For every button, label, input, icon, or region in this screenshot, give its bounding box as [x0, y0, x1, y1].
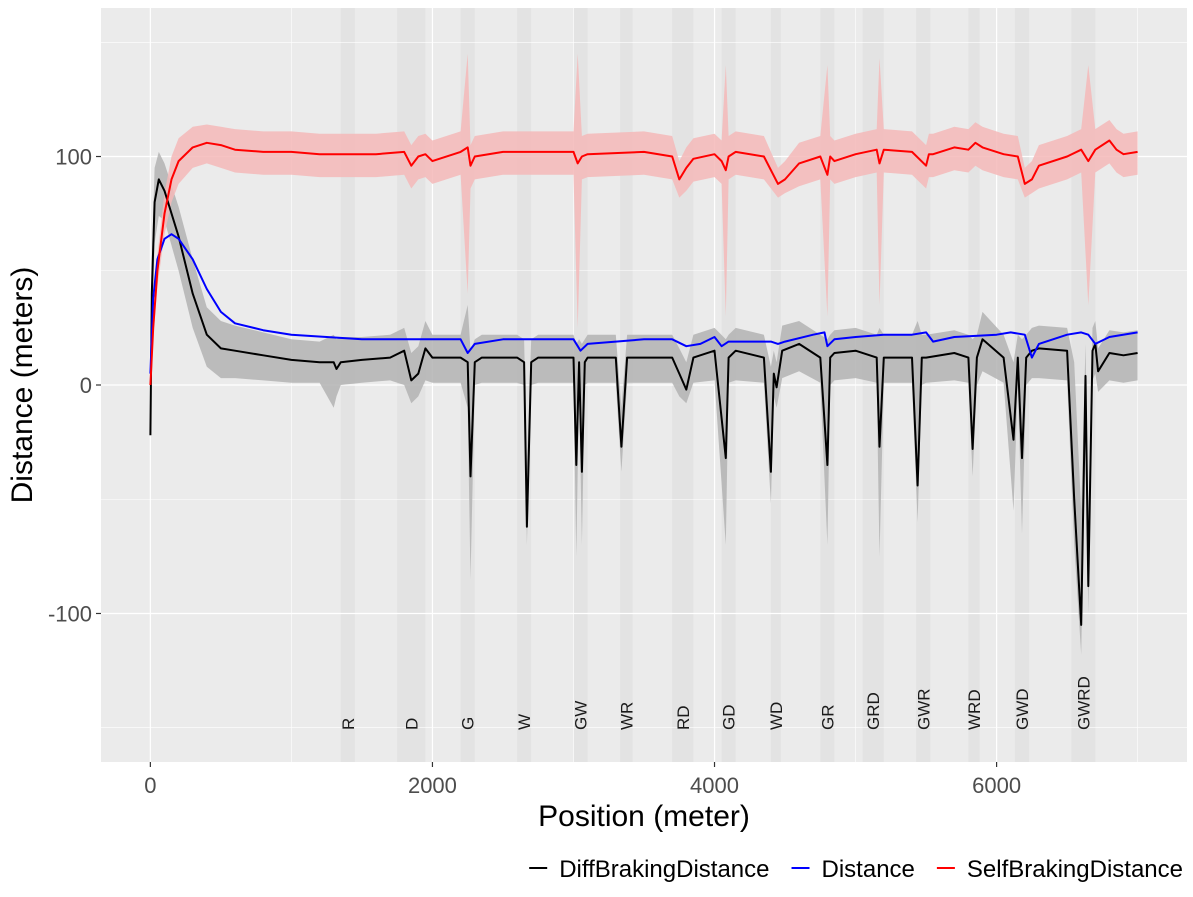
y-tick-label: 100: [55, 145, 92, 170]
zone-label-grd: GRD: [864, 692, 883, 730]
series-line-distance: [149, 233, 1138, 374]
zone-label-gwrd: GWRD: [1074, 676, 1093, 730]
zone-label-gwr: GWR: [914, 688, 933, 730]
legend-label-distance: Distance: [822, 856, 915, 883]
zone-label-gr: GR: [818, 705, 837, 731]
zone-label-wr: WR: [617, 702, 636, 730]
zone-label-gd: GD: [720, 705, 739, 731]
zone-label-wd: WD: [767, 702, 786, 730]
x-axis-ticks: 0 2000 4000 6000: [144, 762, 1021, 798]
series-line-selfbrakingdistance: [149, 139, 1138, 386]
y-tick-label: -100: [48, 601, 92, 626]
zone-label-w: W: [515, 714, 534, 730]
zone-labels: R D G W GW WR RD GD WD GR GRD GWR WRD GWD GWRD: [339, 676, 1094, 730]
legend-label-selfbrakingdistance: SelfBrakingDistance: [967, 856, 1183, 883]
zone-label-gw: GW: [572, 701, 591, 730]
zone-label-rd: RD: [674, 705, 693, 730]
x-tick-label: 6000: [972, 773, 1021, 798]
x-tick-label: 0: [144, 773, 156, 798]
zone-label-d: D: [402, 718, 421, 730]
band-selfbrakingdistance: [150, 53, 1138, 385]
series-line-diffbrakingdistance: [149, 178, 1138, 626]
y-axis-title: Distance (meters): [6, 267, 39, 504]
zone-label-r: R: [339, 718, 358, 730]
y-tick-label: 0: [80, 373, 92, 398]
zone-label-g: G: [459, 717, 478, 730]
x-tick-label: 2000: [408, 773, 457, 798]
legend-label-diffbrakingdistance: DiffBrakingDistance: [559, 856, 769, 883]
y-axis-ticks: -100 0 100: [48, 145, 101, 626]
x-tick-label: 4000: [690, 773, 739, 798]
confidence-bands: [150, 53, 1138, 655]
legend: DiffBrakingDistance Distance SelfBrakingDi…: [529, 856, 1183, 883]
zone-label-wrd: WRD: [965, 689, 984, 730]
x-axis-title: Position (meter): [538, 800, 750, 833]
zone-label-gwd: GWD: [1013, 688, 1032, 730]
series-lines: [149, 139, 1138, 626]
